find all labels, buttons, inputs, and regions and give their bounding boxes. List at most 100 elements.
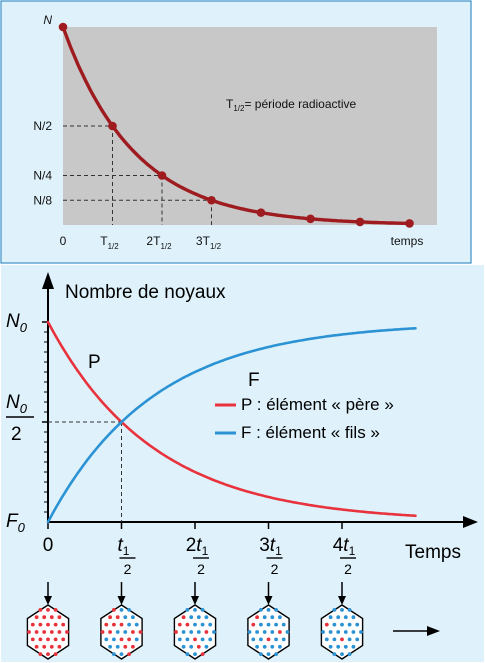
- father-curve-label: P: [88, 352, 101, 373]
- son-curve: [46, 327, 417, 524]
- x-axis-title: Temps: [405, 542, 461, 563]
- nucleus-1-28: [119, 652, 124, 656]
- y-tick-label-N/8: N/8: [33, 193, 52, 207]
- nucleus-4-24: [336, 644, 341, 649]
- nucleus-1-27: [112, 652, 116, 656]
- nucleus-2-19: [185, 637, 190, 642]
- nucleus-3-16: [278, 630, 282, 634]
- nucleus-4-28: [340, 652, 344, 656]
- nucleus-4-18: [324, 637, 329, 642]
- nucleus-4-11: [355, 622, 360, 627]
- nucleus-3-5: [270, 615, 275, 620]
- nucleus-4-1: [340, 608, 344, 612]
- y-tick-label-N/4: N/4: [33, 169, 52, 183]
- x-axis-label: temps: [391, 234, 424, 248]
- nucleus-4-6: [351, 615, 356, 620]
- x-tick-label-3: 3T1/2: [196, 234, 222, 251]
- nucleus-1-6: [131, 615, 135, 620]
- nucleus-1-13: [108, 630, 112, 634]
- x-tick-den-3: 2: [271, 561, 279, 577]
- son-curve-label: F: [248, 370, 260, 391]
- nucleus-0-16: [57, 630, 62, 634]
- nucleus-0-8: [38, 622, 43, 627]
- nucleus-2-10: [200, 622, 205, 627]
- nucleus-4-27: [332, 652, 337, 656]
- nucleus-3-7: [251, 622, 256, 627]
- nucleus-0-11: [61, 622, 66, 627]
- x-tick-den-2: 2: [197, 561, 205, 577]
- nucleus-0-15: [49, 630, 54, 634]
- decay-curve: [61, 25, 412, 226]
- nucleus-2-22: [208, 637, 213, 642]
- nucleus-0-3: [34, 615, 39, 620]
- nucleus-1-3: [108, 615, 112, 620]
- nucleus-1-21: [127, 637, 131, 642]
- nucleus-0-29: [53, 652, 58, 656]
- nucleus-2-12: [174, 630, 178, 634]
- nucleus-3-22: [281, 637, 286, 642]
- annotation-text: T1/2= période radioactive: [226, 97, 357, 113]
- nuclei-hexagon-4: [320, 604, 364, 660]
- nucleus-2-8: [185, 622, 190, 627]
- decay-point-5: [306, 214, 315, 224]
- nucleus-2-14: [189, 630, 194, 634]
- nucleus-1-8: [112, 622, 116, 627]
- nuclei-hexagon-2: [173, 604, 217, 660]
- nucleus-0-27: [38, 652, 43, 656]
- nucleus-2-28: [193, 652, 197, 656]
- nucleus-4-14: [336, 630, 341, 634]
- nucleus-4-26: [351, 644, 356, 649]
- decay-point-2: [157, 171, 167, 180]
- nucleus-0-21: [53, 637, 58, 642]
- nucleus-4-16: [351, 630, 356, 634]
- nucleus-1-26: [131, 644, 135, 649]
- nucleus-3-27: [259, 652, 263, 656]
- nucleus-2-13: [181, 630, 186, 634]
- nucleus-2-11: [208, 622, 213, 627]
- y-axis-title: Nombre de noyaux: [65, 282, 226, 303]
- nucleus-3-25: [270, 644, 275, 649]
- nucleus-3-10: [274, 622, 278, 627]
- nucleus-0-12: [27, 630, 31, 634]
- nucleus-4-0: [332, 608, 337, 612]
- x-axis-arrow: [463, 516, 478, 528]
- nucleus-1-0: [112, 608, 116, 612]
- nucleus-1-11: [134, 622, 139, 627]
- nuclei-arrow-head-0: [44, 596, 52, 605]
- nucleus-4-9: [340, 622, 344, 627]
- nucleus-2-9: [193, 622, 197, 627]
- nucleus-2-0: [185, 608, 190, 612]
- x-tick-label-0: 0: [60, 234, 67, 248]
- nucleus-2-27: [185, 652, 190, 656]
- nucleus-4-19: [332, 637, 337, 642]
- nucleus-3-18: [251, 637, 256, 642]
- nuclei-hexagon-3: [247, 604, 290, 660]
- nucleus-0-5: [49, 615, 54, 620]
- nucleus-4-12: [321, 630, 325, 634]
- nuclei-arrow-head-4: [338, 596, 346, 605]
- nucleus-1-12: [100, 630, 105, 634]
- nucleus-2-2: [200, 608, 205, 612]
- x-tick-den-1: 2: [124, 561, 132, 577]
- nucleus-2-18: [177, 637, 182, 642]
- nucleus-3-0: [259, 608, 263, 612]
- nucleus-0-26: [57, 644, 62, 649]
- nucleus-0-22: [61, 637, 66, 642]
- nucleus-3-12: [247, 630, 252, 634]
- nucleus-0-10: [53, 622, 58, 627]
- nucleus-3-14: [262, 630, 267, 634]
- decay-point-7: [405, 219, 414, 228]
- nucleus-0-7: [30, 622, 35, 627]
- plot-area: [63, 27, 437, 225]
- nucleus-2-4: [189, 615, 194, 620]
- father-curve: [46, 320, 417, 518]
- nucleus-3-3: [255, 615, 259, 620]
- x-tick-label-2: 2t1: [186, 535, 209, 558]
- nucleus-2-25: [196, 644, 201, 649]
- nucleus-1-9: [119, 622, 124, 627]
- nucleus-1-4: [115, 615, 120, 620]
- legend-label-P: P : élément « père »: [241, 395, 394, 414]
- y-tick-label-half-den: 2: [11, 424, 22, 445]
- nucleus-3-29: [274, 652, 278, 656]
- nucleus-3-6: [278, 615, 282, 620]
